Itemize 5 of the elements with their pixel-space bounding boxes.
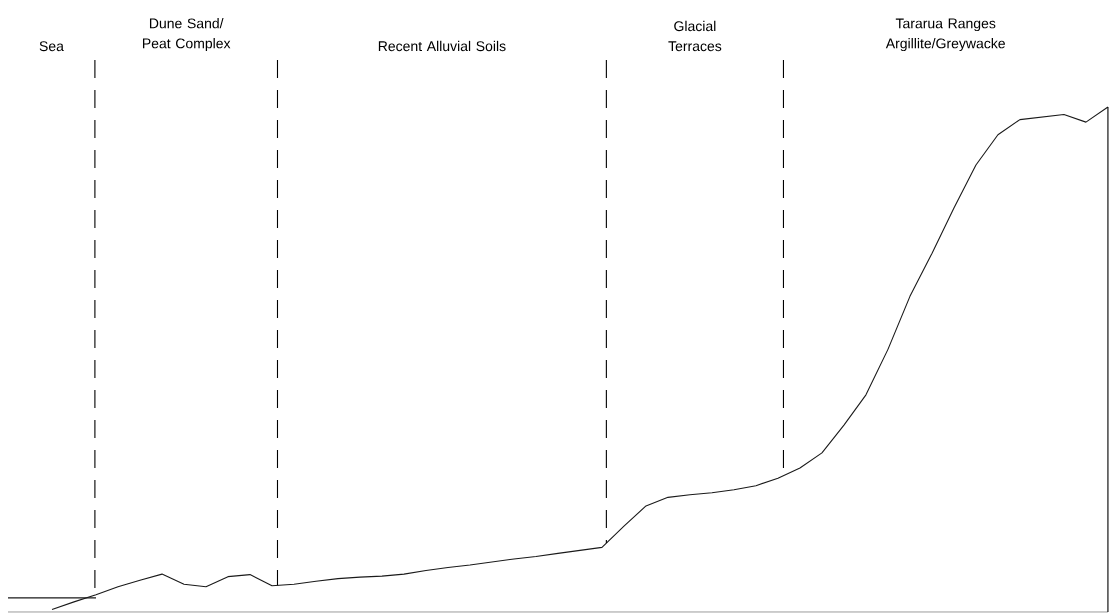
text: Recent Alluvial Soils <box>378 40 506 52</box>
text: Tararua Ranges Argillite/Greywacke <box>885 18 1005 52</box>
text: Sea <box>39 41 64 52</box>
text: Glacial Terraces <box>668 20 722 52</box>
text: Dune Sand/ Peat Complex <box>142 18 231 52</box>
